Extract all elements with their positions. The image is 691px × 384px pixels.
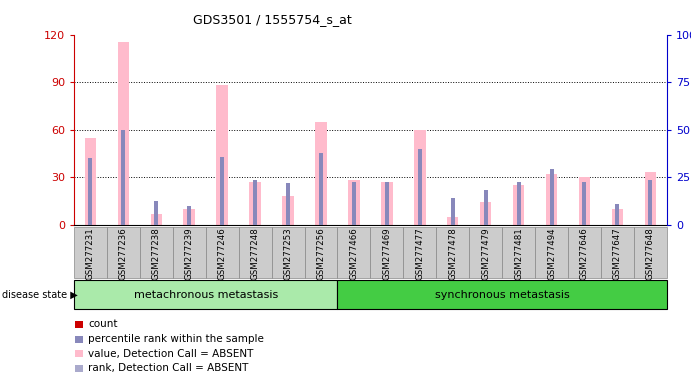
Bar	[645, 172, 656, 225]
Bar	[451, 198, 455, 225]
Bar	[107, 227, 140, 278]
Bar	[337, 227, 370, 278]
Text: GDS3501 / 1555754_s_at: GDS3501 / 1555754_s_at	[193, 13, 352, 26]
Bar	[535, 227, 568, 278]
Text: GSM277478: GSM277478	[448, 228, 457, 280]
Bar	[436, 227, 469, 278]
Bar	[286, 184, 290, 225]
Bar	[206, 227, 238, 278]
Text: GSM277239: GSM277239	[184, 228, 193, 280]
Bar	[502, 227, 535, 278]
Bar	[253, 180, 257, 225]
Text: GSM277246: GSM277246	[218, 228, 227, 280]
Text: GSM277648: GSM277648	[646, 228, 655, 280]
Bar	[337, 280, 667, 309]
Bar	[370, 227, 404, 278]
Bar	[414, 130, 426, 225]
Text: synchronous metastasis: synchronous metastasis	[435, 290, 569, 300]
Bar	[418, 149, 422, 225]
Bar	[315, 122, 327, 225]
Bar	[385, 182, 389, 225]
Bar	[616, 204, 619, 225]
Bar	[173, 227, 206, 278]
Bar	[88, 158, 93, 225]
Bar	[272, 227, 305, 278]
Text: GSM277479: GSM277479	[481, 228, 490, 280]
Bar	[583, 182, 587, 225]
Text: GSM277466: GSM277466	[350, 228, 359, 280]
Text: value, Detection Call = ABSENT: value, Detection Call = ABSENT	[88, 349, 254, 359]
Bar	[154, 201, 158, 225]
Bar	[578, 177, 590, 225]
Bar	[151, 214, 162, 225]
Text: rank, Detection Call = ABSENT: rank, Detection Call = ABSENT	[88, 363, 249, 373]
Text: disease state ▶: disease state ▶	[2, 290, 78, 300]
Bar	[183, 209, 195, 225]
Bar	[601, 227, 634, 278]
Bar	[549, 169, 553, 225]
Bar	[319, 153, 323, 225]
Text: GSM277253: GSM277253	[283, 228, 292, 280]
Bar	[612, 209, 623, 225]
Bar	[480, 202, 491, 225]
Bar	[352, 182, 356, 225]
Bar	[140, 227, 173, 278]
Text: GSM277481: GSM277481	[514, 228, 523, 280]
Text: GSM277256: GSM277256	[316, 228, 325, 280]
Bar	[447, 217, 459, 225]
Bar	[469, 227, 502, 278]
Text: GSM277238: GSM277238	[152, 228, 161, 280]
Bar	[216, 85, 228, 225]
Text: count: count	[88, 319, 118, 329]
Bar	[220, 157, 224, 225]
Text: GSM277231: GSM277231	[86, 228, 95, 280]
Text: GSM277248: GSM277248	[251, 228, 260, 280]
Bar	[187, 206, 191, 225]
Text: metachronous metastasis: metachronous metastasis	[133, 290, 278, 300]
Text: GSM277477: GSM277477	[415, 228, 424, 280]
Bar	[74, 227, 107, 278]
Bar	[484, 190, 488, 225]
Bar	[305, 227, 337, 278]
Bar	[634, 227, 667, 278]
Text: GSM277236: GSM277236	[119, 228, 128, 280]
Bar	[348, 180, 360, 225]
Bar	[117, 43, 129, 225]
Bar	[546, 174, 558, 225]
Bar	[249, 182, 261, 225]
Bar	[568, 227, 601, 278]
Bar	[513, 185, 524, 225]
Text: percentile rank within the sample: percentile rank within the sample	[88, 334, 265, 344]
Bar	[282, 196, 294, 225]
Bar	[74, 280, 337, 309]
Bar	[84, 137, 96, 225]
Bar	[238, 227, 272, 278]
Text: GSM277469: GSM277469	[382, 228, 391, 280]
Text: GSM277647: GSM277647	[613, 228, 622, 280]
Bar	[404, 227, 436, 278]
Bar	[122, 130, 125, 225]
Bar	[381, 182, 392, 225]
Bar	[648, 180, 652, 225]
Bar	[517, 182, 520, 225]
Text: GSM277646: GSM277646	[580, 228, 589, 280]
Text: GSM277494: GSM277494	[547, 228, 556, 280]
